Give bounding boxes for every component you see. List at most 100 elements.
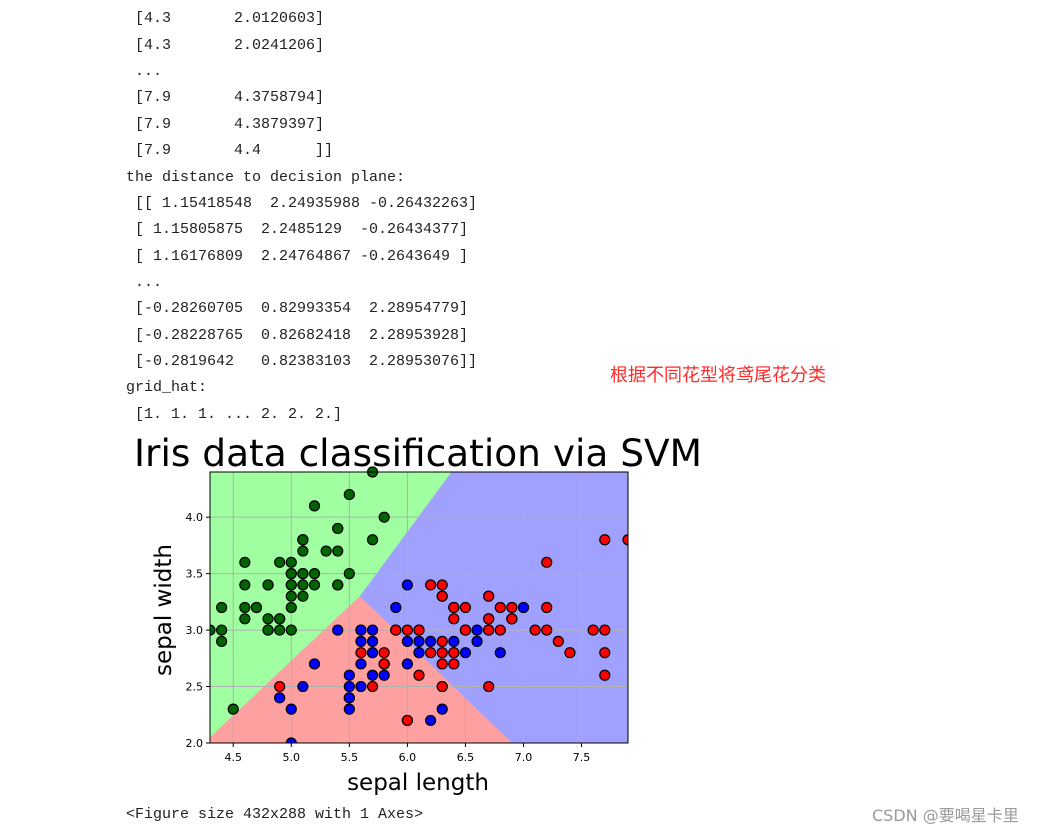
output-line: [[4.3 2. ] <box>126 0 477 6</box>
data-point-class-1 <box>366 624 379 636</box>
data-point-class-1 <box>366 635 379 647</box>
output-line: [ 1.16176809 2.24764867 -0.2643649 ] <box>126 247 469 265</box>
data-point-class-2 <box>599 669 611 681</box>
watermark: CSDN @要喝星卡里 <box>872 806 1019 825</box>
y-axis-label: sepal width <box>151 544 177 676</box>
data-points <box>210 466 628 743</box>
data-point-class-0 <box>250 601 263 614</box>
output-line: [7.9 4.3758794] <box>126 89 325 107</box>
output-line: ... <box>126 273 163 291</box>
chart-title: Iris data classification via SVM <box>134 432 702 475</box>
data-point-class-1 <box>366 647 379 659</box>
data-point-class-2 <box>425 579 437 591</box>
data-point-class-1 <box>355 624 367 636</box>
y-tick-label: 2.0 <box>186 737 204 750</box>
data-point-class-2 <box>366 680 379 693</box>
data-point-class-0 <box>332 579 344 591</box>
output-line: grid_hat: <box>126 379 208 397</box>
data-point-class-2 <box>448 613 460 625</box>
output-line: [-0.28260705 0.82993354 2.28954779] <box>126 300 469 318</box>
data-point-class-0 <box>285 556 297 568</box>
data-point-class-2 <box>413 669 425 681</box>
output-line: [-0.28228765 0.82682418 2.28953928] <box>126 326 469 344</box>
data-point-class-2 <box>413 624 425 636</box>
data-point-class-2 <box>483 624 495 636</box>
data-point-class-1 <box>355 680 367 693</box>
data-point-class-1 <box>343 680 355 693</box>
data-point-class-1 <box>401 579 413 591</box>
data-point-class-2 <box>378 658 390 670</box>
data-point-class-0 <box>285 624 297 636</box>
data-point-class-1 <box>413 635 425 647</box>
data-point-class-1 <box>401 658 413 670</box>
output-line: [4.3 2.0241206] <box>126 36 325 54</box>
console-output: [[4.3 2. ] [4.3 2.0120603] [4.3 2.024120… <box>126 0 477 428</box>
y-tick-label: 4.0 <box>186 511 204 524</box>
data-point-class-2 <box>483 590 495 602</box>
data-point-class-0 <box>216 624 228 636</box>
data-point-class-0 <box>308 500 321 512</box>
output-line: [[ 1.15418548 2.24935988 -0.26432263] <box>126 194 478 212</box>
x-tick-label: 6.5 <box>457 751 475 764</box>
data-point-class-1 <box>274 692 286 704</box>
data-point-class-0 <box>227 703 239 715</box>
data-point-class-2 <box>436 590 448 602</box>
data-point-class-1 <box>297 680 309 693</box>
data-point-class-1 <box>343 669 355 681</box>
data-point-class-2 <box>541 624 553 636</box>
data-point-class-1 <box>494 647 506 659</box>
output-line: [7.9 4.4 ]] <box>126 142 334 160</box>
data-point-class-0 <box>343 568 355 580</box>
figure-size-text: <Figure size 432x288 with 1 Axes> <box>126 806 424 823</box>
data-point-class-2 <box>599 624 611 636</box>
y-tick-label: 3.0 <box>186 624 204 637</box>
data-point-class-0 <box>332 522 344 535</box>
data-point-class-0 <box>239 613 251 625</box>
data-point-class-0 <box>274 613 286 625</box>
data-point-class-0 <box>285 601 297 614</box>
data-point-class-2 <box>599 534 611 546</box>
data-point-class-1 <box>436 703 448 715</box>
data-point-class-2 <box>587 624 599 636</box>
data-point-class-2 <box>401 714 413 727</box>
data-point-class-2 <box>541 601 553 614</box>
data-point-class-0 <box>216 601 228 614</box>
data-point-class-1 <box>366 669 379 681</box>
output-line: [ 1.15805875 2.2485129 -0.26434377] <box>126 221 469 239</box>
data-point-class-0 <box>285 579 297 591</box>
data-point-class-0 <box>210 624 216 636</box>
data-point-class-2 <box>378 647 390 659</box>
data-point-class-2 <box>459 601 472 614</box>
y-tick-label: 3.5 <box>186 568 204 581</box>
data-point-class-2 <box>436 635 448 647</box>
output-line: [-0.2819642 0.82383103 2.28953076]] <box>126 353 478 371</box>
data-point-class-1 <box>378 669 390 681</box>
data-point-class-2 <box>425 647 437 659</box>
x-tick-label: 5.0 <box>283 751 301 764</box>
data-point-class-0 <box>285 568 297 580</box>
data-point-class-2 <box>436 658 448 670</box>
data-point-class-0 <box>366 534 379 546</box>
data-point-class-0 <box>297 590 309 602</box>
data-point-class-1 <box>308 658 321 670</box>
data-point-class-0 <box>262 613 274 625</box>
data-point-class-2 <box>483 613 495 625</box>
data-point-class-2 <box>599 647 611 659</box>
data-point-class-1 <box>425 714 437 727</box>
data-point-class-2 <box>459 624 472 636</box>
data-point-class-0 <box>297 545 309 557</box>
data-point-class-2 <box>506 601 518 614</box>
data-point-class-0 <box>343 488 355 501</box>
data-point-class-2 <box>506 613 518 625</box>
output-line: [1. 1. 1. ... 2. 2. 2.] <box>126 405 343 423</box>
annotation-text: 根据不同花型将鸢尾花分类 <box>610 365 826 386</box>
data-point-class-0 <box>297 579 309 591</box>
y-tick-label: 2.5 <box>186 681 204 694</box>
data-point-class-2 <box>494 624 506 636</box>
data-point-class-0 <box>308 579 321 591</box>
data-point-class-2 <box>622 534 628 546</box>
data-point-class-2 <box>401 624 413 636</box>
data-point-class-1 <box>355 658 367 670</box>
output-line: ... <box>126 63 163 81</box>
